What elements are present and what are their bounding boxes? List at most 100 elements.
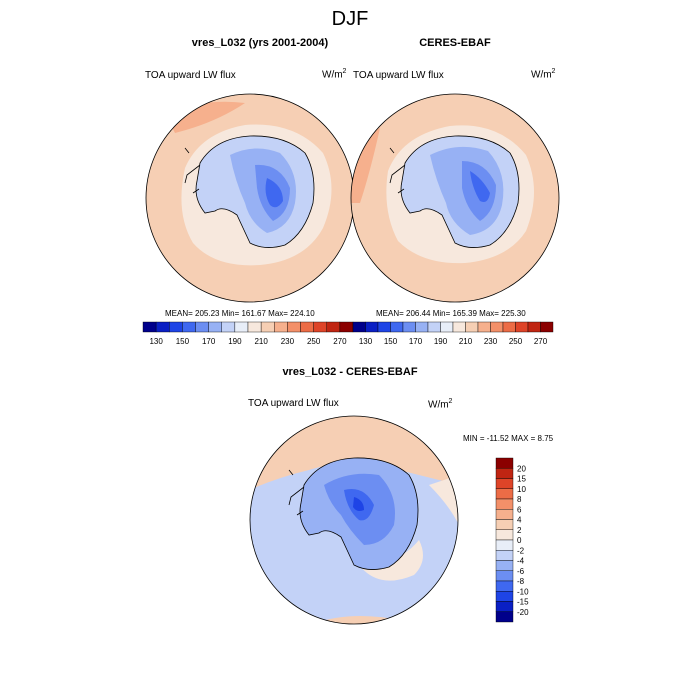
panel3-stats: MIN = -11.52 MAX = 8.75 (463, 434, 554, 443)
colorbar-tick-label: -6 (517, 567, 525, 576)
colorbar-tick-label: 170 (202, 337, 216, 346)
colorbar-box (247, 321, 262, 333)
colorbar-tick-label: 190 (434, 337, 448, 346)
colorbar-box (339, 321, 354, 333)
colorbar-box (287, 321, 301, 333)
colorbar-tick-label: -2 (517, 546, 525, 555)
colorbar-box (326, 321, 341, 333)
panel1-units: W/m2 (322, 68, 347, 81)
panel1-variable-label: TOA upward LW flux (145, 70, 236, 81)
colorbar-box (495, 611, 514, 623)
panel2-title: CERES-EBAF (419, 37, 491, 49)
colorbar-box (415, 321, 429, 333)
colorbar-tick-label: 130 (359, 337, 373, 346)
diff-map-boundary (249, 415, 459, 625)
colorbar-box (313, 321, 327, 333)
panel1-title: vres_L032 (yrs 2001-2004) (191, 37, 329, 49)
colorbar-tick-label: 250 (509, 337, 523, 346)
colorbar-box (221, 321, 236, 333)
colorbar-tick-label: 150 (176, 337, 190, 346)
colorbar-tick-label: -10 (517, 587, 529, 596)
colorbar-box (440, 321, 454, 333)
diff-positive-east (429, 475, 458, 525)
panel1-stats: MEAN= 205.23 Min= 161.67 Max= 224.10 (165, 309, 315, 318)
colorbar-tick-label: 10 (517, 485, 526, 494)
panel3-variable-label: TOA upward LW flux (248, 398, 339, 409)
colorbar-tick-label: 0 (517, 536, 522, 545)
panel3-title: vres_L032 - CERES-EBAF (282, 366, 418, 378)
colorbar-box (427, 321, 441, 333)
colorbar-model: 130 150 170 190 210 230 250 270 (142, 321, 354, 346)
colorbar-tick-label: 170 (409, 337, 423, 346)
colorbar-tick-label: 210 (459, 337, 473, 346)
colorbar-box (477, 321, 491, 333)
model-interior-min (265, 178, 283, 208)
colorbar-tick-label: -8 (517, 577, 525, 586)
colorbar-tick-label: 270 (534, 337, 548, 346)
colorbar-tick-label: 15 (517, 475, 526, 484)
colorbar-box (515, 321, 529, 333)
colorbar-box (300, 321, 314, 333)
colorbar-box (195, 321, 209, 333)
colorbar-box (234, 321, 249, 333)
colorbar-box (495, 519, 514, 530)
map-obs (350, 93, 560, 303)
colorbar-tick-label: 20 (517, 464, 526, 473)
colorbar-box (495, 498, 514, 510)
colorbar-box (490, 321, 504, 333)
colorbar-tick-label: 270 (333, 337, 347, 346)
colorbar-box (495, 560, 514, 571)
colorbar-box (208, 321, 222, 333)
colorbar-obs: 130 150 170 190 210 230 250 270 (352, 321, 554, 346)
colorbar-tick-label: 130 (149, 337, 163, 346)
colorbar-box (182, 321, 196, 333)
obs-map-boundary (350, 93, 560, 303)
colorbar-tick-label: -4 (517, 557, 525, 566)
colorbar-box (495, 591, 514, 602)
colorbar-tick-label: 210 (254, 337, 268, 346)
panel2-stats: MEAN= 206.44 Min= 165.39 Max= 225.30 (376, 309, 526, 318)
colorbar-tick-label: 6 (517, 505, 522, 514)
colorbar-box (540, 321, 554, 333)
figure-title: DJF (331, 8, 369, 30)
panel2-variable-label: TOA upward LW flux (353, 70, 444, 81)
colorbar-box (390, 321, 404, 333)
colorbar-box (495, 488, 514, 500)
model-coastline (184, 135, 315, 248)
colorbar-box (402, 321, 416, 333)
colorbar-tick-label: -15 (517, 598, 529, 607)
colorbar-box (527, 321, 541, 333)
colorbar-tick-label: 190 (228, 337, 242, 346)
colorbar-box (495, 601, 514, 612)
colorbar-tick-label: 2 (517, 526, 522, 535)
map-difference (249, 415, 459, 625)
colorbar-box (495, 468, 514, 479)
obs-coastline (389, 135, 520, 248)
map-model (145, 93, 355, 303)
colorbar-box (260, 321, 275, 333)
colorbar-box (142, 321, 157, 333)
diff-interior-min (353, 497, 364, 511)
colorbar-box (495, 478, 514, 489)
diff-coastline (288, 457, 419, 570)
panel3-units: W/m2 (428, 398, 453, 411)
colorbar-box (495, 580, 514, 592)
obs-interior-min (470, 171, 490, 202)
colorbar-tick-label: 230 (281, 337, 295, 346)
colorbar-tick-label: 4 (517, 516, 522, 525)
colorbar-box (502, 321, 516, 333)
colorbar-box (377, 321, 391, 333)
colorbar-box (352, 321, 366, 333)
colorbar-box (465, 321, 479, 333)
colorbar-tick-label: 250 (307, 337, 321, 346)
colorbar-box (452, 321, 466, 333)
colorbar-box (365, 321, 379, 333)
colorbar-tick-label: -20 (517, 608, 529, 617)
colorbar-tick-label: 230 (484, 337, 498, 346)
colorbar-box (495, 570, 514, 582)
colorbar-box (155, 321, 170, 333)
colorbar-box (495, 529, 514, 541)
colorbar-box (495, 457, 514, 469)
colorbar-tick-label: 150 (384, 337, 398, 346)
colorbar-box (495, 539, 514, 551)
